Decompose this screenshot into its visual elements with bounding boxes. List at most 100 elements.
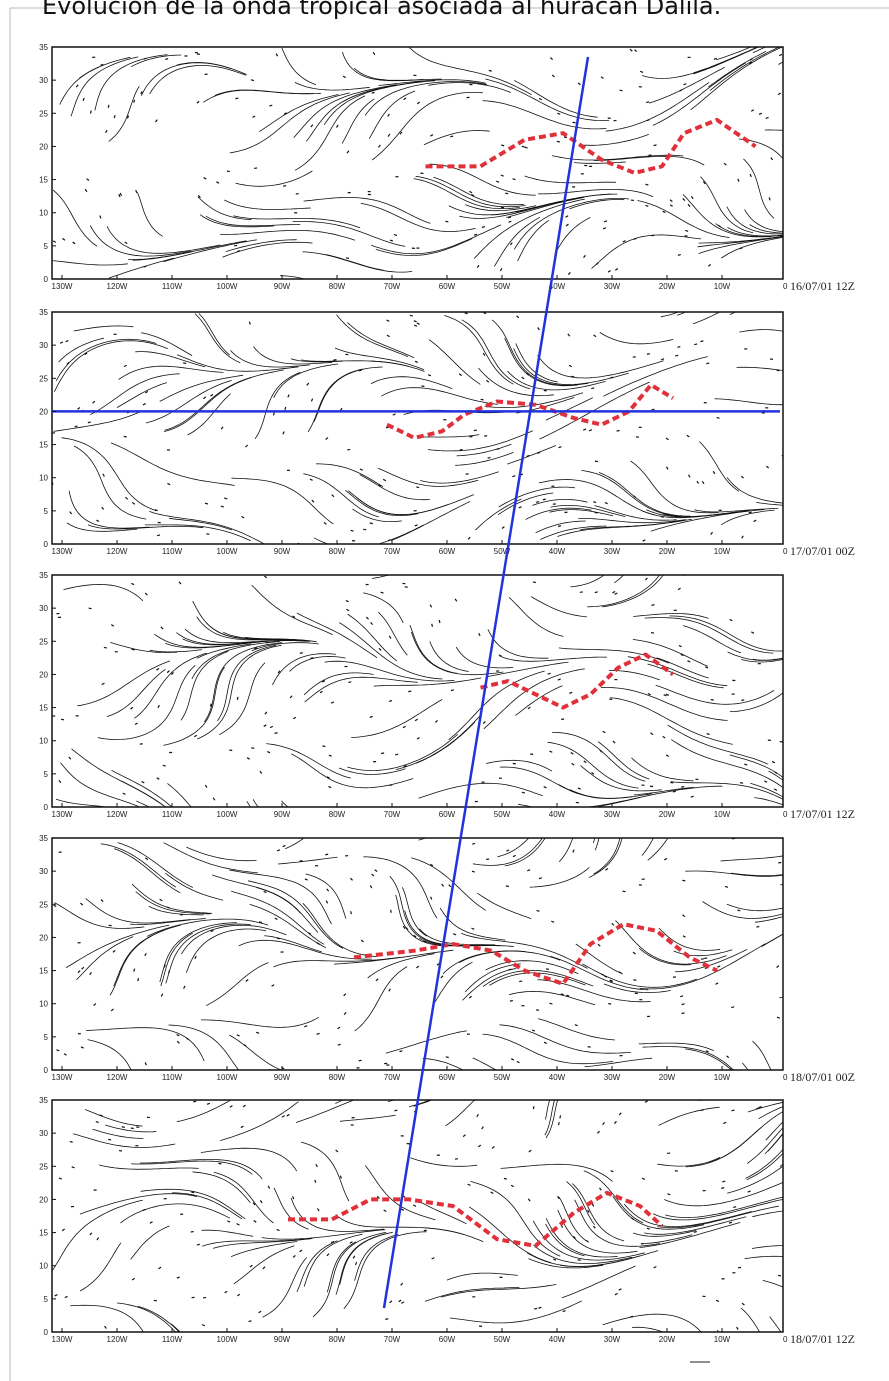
lat-label: 20 (39, 1195, 48, 1204)
wind-arrow (93, 1003, 97, 1006)
wind-arrow (256, 1031, 260, 1034)
streamline (631, 757, 694, 782)
streamline (749, 224, 783, 234)
wind-arrow (430, 134, 434, 137)
streamline (485, 78, 610, 121)
wind-arrow (335, 1149, 339, 1153)
wind-arrow (706, 733, 710, 736)
streamline (709, 47, 781, 91)
wind-arrow (185, 1037, 190, 1041)
wind-arrow (363, 528, 367, 531)
wind-arrow (680, 653, 684, 657)
streamline (113, 848, 181, 894)
streamline (168, 1024, 240, 1070)
streamline (377, 467, 479, 487)
streamline (312, 1232, 387, 1318)
wind-arrow (565, 223, 569, 227)
streamline (135, 891, 211, 915)
streamline (360, 202, 476, 232)
streamline (194, 313, 241, 364)
wind-arrow (75, 84, 79, 88)
wind-arrow (705, 666, 709, 669)
wind-arrow (486, 379, 490, 383)
wind-arrow (770, 157, 774, 161)
wind-arrow (758, 1106, 762, 1109)
wind-arrow (123, 364, 127, 368)
streamline (262, 1257, 308, 1318)
wind-arrow (156, 668, 160, 671)
wind-arrow (416, 101, 421, 105)
streamline (444, 315, 514, 385)
wind-arrow (360, 939, 364, 943)
wind-arrow (510, 1184, 515, 1188)
lon-label: 120W (107, 1073, 128, 1082)
wind-arrow (476, 264, 480, 269)
streamline (279, 275, 306, 279)
panel-frame (51, 837, 784, 1071)
wind-arrow (241, 515, 245, 519)
streamline (87, 524, 204, 530)
wind-arrow (292, 1254, 296, 1258)
lon-label: 50W (494, 1335, 511, 1344)
streamline (159, 374, 244, 402)
lon-label: 120W (107, 547, 128, 556)
streamline (614, 575, 625, 584)
streamline (690, 47, 783, 111)
streamline (498, 486, 575, 508)
streamline (235, 170, 313, 187)
wind-arrow (64, 1295, 68, 1299)
streamline (110, 642, 178, 653)
wind-arrow (299, 1249, 303, 1253)
wind-arrow (160, 993, 164, 997)
lon-label: 60W (439, 282, 456, 291)
lon-label: 130W (52, 1073, 73, 1082)
wind-arrow (322, 745, 326, 748)
streamline (364, 81, 488, 116)
wind-arrow (388, 635, 392, 639)
streamline (482, 100, 607, 130)
streamline (545, 1100, 559, 1139)
streamline (764, 129, 783, 131)
wind-arrow (292, 615, 296, 618)
streamline (593, 838, 621, 875)
streamline (53, 410, 143, 432)
wind-arrow (667, 1193, 671, 1196)
wind-arrow (292, 716, 297, 720)
wind-arrow (563, 136, 568, 139)
wind-arrow (372, 51, 376, 56)
wind-arrow (678, 644, 682, 648)
streamline (545, 1223, 585, 1257)
streamline (423, 130, 490, 146)
wind-arrow (326, 776, 330, 779)
wind-arrow (532, 581, 537, 584)
wind-arrow (347, 448, 351, 451)
wind-arrow (88, 607, 92, 610)
wind-arrow (531, 1029, 536, 1032)
wave-trough (386, 382, 675, 440)
streamline (205, 215, 301, 227)
streamline (664, 1181, 783, 1207)
wave-trough (425, 117, 757, 175)
streamline (354, 966, 408, 1032)
streamline (720, 236, 783, 259)
wind-arrow (560, 993, 564, 996)
wind-arrow (248, 1320, 252, 1323)
wind-arrow (149, 1221, 153, 1224)
lat-label: 20 (39, 407, 48, 416)
streamline (66, 522, 138, 532)
panel-time: 17/07/01 12Z (790, 807, 855, 821)
streamline (458, 950, 561, 964)
streamline (764, 1132, 783, 1155)
streamline (455, 452, 514, 466)
streamline (285, 838, 305, 850)
wind-arrow (610, 1170, 614, 1173)
wind-arrow (196, 100, 200, 104)
wind-arrow (282, 844, 286, 848)
streamline (273, 956, 401, 968)
wind-arrow (389, 784, 393, 787)
streamlines (52, 312, 783, 544)
streamline (305, 873, 347, 919)
wind-arrow (358, 369, 362, 372)
wind-arrow (193, 734, 198, 738)
